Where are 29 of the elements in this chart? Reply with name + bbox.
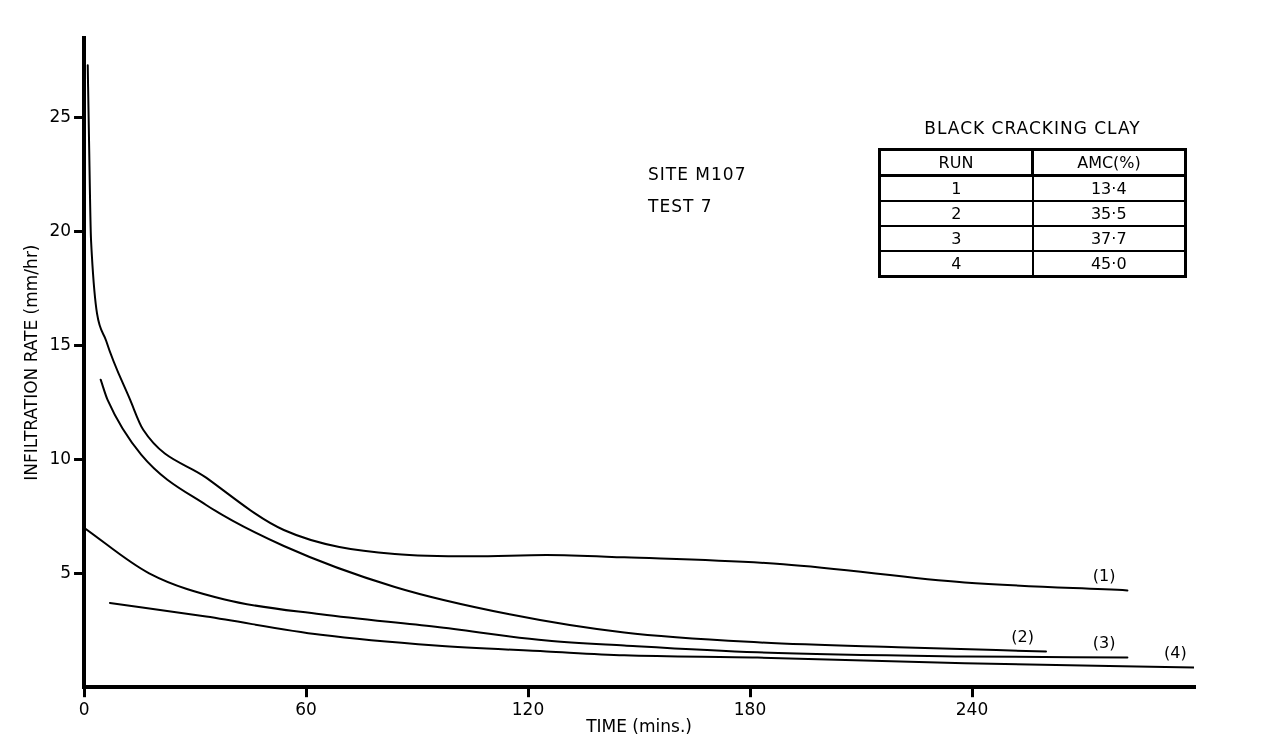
annotation: AMC(%): [1032, 149, 1186, 176]
annotation: 4: [879, 251, 1033, 277]
y-tick-label: 15: [49, 333, 72, 354]
x-tick-label: 120: [511, 698, 545, 719]
annotation: 13·4: [1032, 175, 1186, 201]
annotation: 45·0: [1032, 251, 1186, 277]
y-axis-title: INFILTRATION RATE (mm/hr): [20, 244, 41, 481]
y-tick-label: 10: [49, 447, 72, 468]
annotation: 1: [879, 175, 1033, 201]
x-tick-label: 60: [295, 698, 317, 719]
annotation: 37·7: [1032, 226, 1186, 251]
annotation: RUN: [879, 149, 1033, 176]
annotation: SITE M107: [648, 163, 747, 186]
series-label: (3): [1092, 632, 1116, 652]
annotation: 35·5: [1032, 201, 1186, 226]
y-tick-label: 25: [49, 106, 72, 127]
x-tick-label: 240: [955, 698, 989, 719]
series-label: (2): [1011, 626, 1034, 646]
annotation: 2: [879, 201, 1033, 226]
annotation: BLACK CRACKING CLAY: [923, 118, 1142, 138]
y-tick-label: 5: [60, 561, 72, 582]
x-axis-title: TIME (mins.): [585, 716, 692, 737]
x-tick-label: 0: [78, 698, 90, 719]
y-tick-label: 20: [49, 220, 72, 241]
series-label: (4): [1164, 642, 1187, 662]
series-label: (1): [1092, 565, 1116, 585]
annotation: TEST 7: [648, 195, 714, 218]
x-tick-label: 180: [733, 698, 767, 719]
annotation: 3: [879, 226, 1033, 251]
